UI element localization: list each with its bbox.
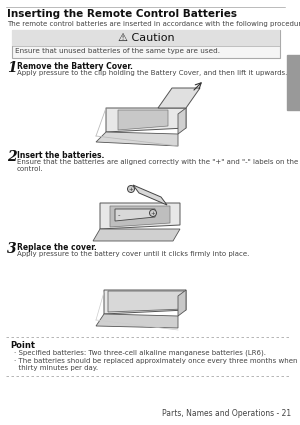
Text: +: + — [151, 210, 155, 215]
Circle shape — [128, 185, 134, 193]
Polygon shape — [178, 290, 186, 316]
Text: Ensure that the batteries are aligned correctly with the "+" and "-" labels on t: Ensure that the batteries are aligned co… — [17, 159, 300, 172]
Bar — [12, 30, 280, 58]
Polygon shape — [93, 229, 180, 241]
Polygon shape — [133, 185, 167, 205]
Polygon shape — [158, 88, 200, 108]
Text: Inserting the Remote Control Batteries: Inserting the Remote Control Batteries — [7, 9, 237, 19]
Polygon shape — [100, 203, 180, 229]
Polygon shape — [96, 314, 178, 328]
Text: Insert the batteries.: Insert the batteries. — [17, 151, 104, 160]
Text: Ensure that unused batteries of the same type are used.: Ensure that unused batteries of the same… — [15, 48, 220, 54]
Polygon shape — [118, 110, 168, 130]
Polygon shape — [115, 209, 155, 221]
Text: Remove the Battery Cover.: Remove the Battery Cover. — [17, 62, 133, 71]
Text: Parts, Names and Operations - 21: Parts, Names and Operations - 21 — [162, 409, 291, 418]
Text: 3: 3 — [7, 242, 16, 256]
Text: +: + — [129, 187, 134, 192]
Text: · Specified batteries: Two three-cell alkaline manganese batteries (LR6).: · Specified batteries: Two three-cell al… — [14, 350, 266, 357]
Polygon shape — [96, 132, 178, 146]
Text: Point: Point — [10, 341, 35, 350]
Text: ⚠ Caution: ⚠ Caution — [118, 33, 174, 43]
Text: · The batteries should be replaced approximately once every three months when us: · The batteries should be replaced appro… — [14, 358, 300, 371]
Polygon shape — [106, 108, 186, 132]
Text: -: - — [118, 212, 120, 218]
Text: Apply pressure to the clip holding the Battery Cover, and then lift it upwards.: Apply pressure to the clip holding the B… — [17, 70, 287, 76]
Polygon shape — [110, 206, 170, 227]
Circle shape — [149, 210, 157, 216]
Polygon shape — [178, 108, 186, 134]
Polygon shape — [108, 291, 184, 312]
Text: 2: 2 — [7, 150, 16, 164]
Text: The remote control batteries are inserted in accordance with the following proce: The remote control batteries are inserte… — [7, 21, 300, 27]
Text: Replace the cover.: Replace the cover. — [17, 243, 97, 252]
Polygon shape — [104, 290, 186, 314]
Text: 1: 1 — [7, 61, 16, 75]
Bar — [12, 30, 280, 46]
Bar — [287, 55, 300, 110]
Text: Apply pressure to the battery cover until it clicks firmly into place.: Apply pressure to the battery cover unti… — [17, 251, 249, 257]
